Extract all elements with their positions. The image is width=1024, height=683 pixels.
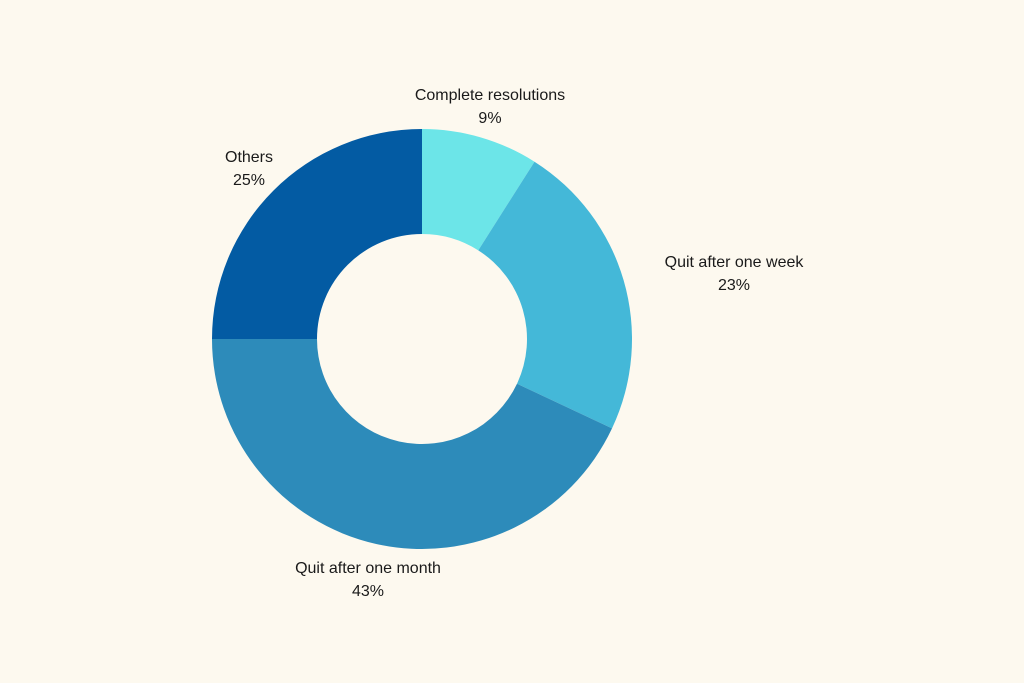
slice-label-quit-after-one-week: Quit after one week 23% xyxy=(665,251,804,297)
donut-slice-quit-after-one-month xyxy=(212,339,613,549)
slices-group xyxy=(212,129,633,549)
donut-slice-quit-after-one-week xyxy=(478,161,633,429)
slice-name: Complete resolutions xyxy=(414,87,566,104)
donut-slice-others xyxy=(212,129,422,339)
slice-name: Quit after one week xyxy=(664,254,804,271)
slice-value: 43% xyxy=(351,583,385,600)
slice-name: Quit after one month xyxy=(295,560,441,577)
slice-name: Others xyxy=(224,149,274,166)
slice-value: 23% xyxy=(717,277,751,294)
slice-label-others: Others 25% xyxy=(225,146,273,192)
donut-slice-complete-resolutions xyxy=(422,129,535,251)
slice-value: 25% xyxy=(232,172,266,189)
slice-label-complete-resolutions: Complete resolutions 9% xyxy=(415,84,565,130)
slice-label-quit-after-one-month: Quit after one month 43% xyxy=(295,557,441,603)
slice-value: 9% xyxy=(478,110,502,127)
